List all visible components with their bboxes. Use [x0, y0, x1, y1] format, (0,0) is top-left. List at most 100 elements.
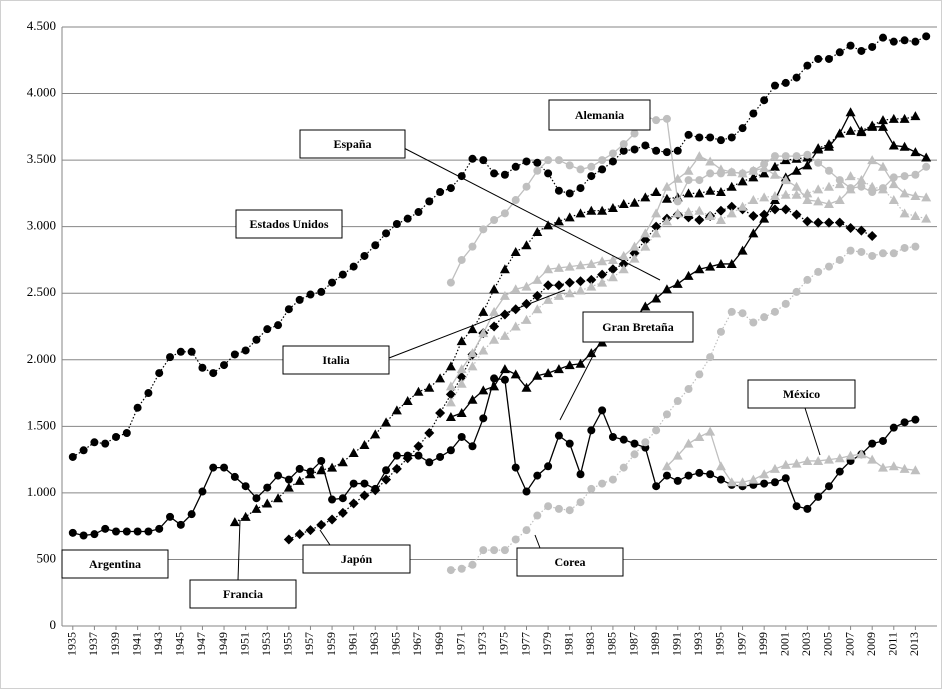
data-point	[349, 479, 358, 488]
data-point	[391, 463, 402, 474]
data-point	[813, 455, 824, 465]
data-point	[553, 290, 564, 300]
data-point	[662, 410, 671, 419]
data-point	[337, 457, 348, 467]
data-point	[823, 181, 834, 191]
data-point	[856, 127, 867, 137]
data-point	[166, 512, 175, 521]
data-point	[112, 432, 121, 441]
data-point	[618, 258, 629, 269]
data-point	[780, 175, 791, 185]
data-point	[802, 216, 813, 227]
data-point	[899, 113, 910, 123]
data-point	[598, 479, 607, 488]
data-point	[857, 182, 866, 191]
data-point	[327, 462, 338, 472]
series-label: Argentina	[89, 557, 141, 571]
data-point	[413, 386, 424, 396]
data-point	[532, 274, 543, 284]
data-point	[521, 314, 532, 324]
data-point	[640, 228, 651, 238]
data-point	[274, 321, 283, 330]
data-point	[769, 191, 780, 201]
data-point	[489, 334, 500, 344]
data-point	[791, 189, 802, 199]
data-point	[780, 204, 791, 215]
data-point	[328, 495, 337, 504]
data-point	[414, 451, 423, 460]
data-point	[877, 161, 888, 171]
data-point	[446, 566, 455, 575]
data-point	[122, 428, 131, 437]
x-tick-label: 1997	[734, 632, 748, 656]
label-box	[189, 579, 297, 609]
label-box	[747, 379, 856, 409]
data-point	[564, 277, 575, 288]
data-point	[554, 186, 563, 195]
data-point	[749, 109, 758, 118]
data-point	[705, 211, 716, 221]
data-point	[619, 435, 628, 444]
y-tick-label: 1.500	[27, 417, 56, 432]
x-tick-label: 1951	[237, 632, 251, 656]
data-point	[651, 187, 662, 197]
data-point	[230, 472, 239, 481]
data-point	[576, 470, 585, 479]
x-tick-label: 1963	[367, 632, 381, 656]
data-point	[856, 225, 867, 236]
data-point	[499, 290, 510, 300]
data-point	[694, 215, 705, 226]
data-point	[791, 181, 802, 191]
data-point	[802, 195, 813, 205]
data-point	[607, 203, 618, 213]
data-point	[803, 150, 812, 159]
data-point	[576, 184, 585, 193]
data-point	[532, 370, 543, 380]
data-point	[241, 482, 250, 491]
data-point	[586, 258, 597, 268]
data-point	[662, 471, 671, 480]
data-point	[889, 423, 898, 432]
data-point	[834, 179, 845, 189]
data-point	[446, 446, 455, 455]
data-point	[857, 247, 866, 256]
data-point	[683, 270, 694, 280]
data-point	[867, 155, 878, 165]
x-tick-label: 1965	[389, 632, 403, 656]
data-point	[283, 534, 294, 545]
data-point	[651, 293, 662, 303]
data-point	[759, 192, 770, 202]
data-point	[715, 258, 726, 268]
data-point	[705, 261, 716, 271]
data-point	[803, 61, 812, 70]
data-point	[510, 321, 521, 331]
data-point	[824, 262, 833, 271]
data-point	[823, 141, 834, 151]
data-point	[683, 165, 694, 175]
data-point	[306, 290, 315, 299]
data-point	[803, 504, 812, 513]
data-point	[457, 564, 466, 573]
data-point	[619, 146, 628, 155]
data-point	[543, 294, 554, 304]
data-point	[467, 394, 478, 404]
data-point	[780, 459, 791, 469]
data-point	[618, 199, 629, 209]
data-point	[510, 246, 521, 256]
data-point	[176, 520, 185, 529]
data-point	[457, 432, 466, 441]
data-point	[381, 474, 392, 485]
leader-line	[388, 289, 566, 359]
data-point	[468, 442, 477, 451]
data-point	[327, 514, 338, 525]
data-point	[371, 241, 380, 250]
data-point	[220, 361, 229, 370]
data-point	[672, 450, 683, 460]
data-point	[618, 250, 629, 260]
data-point	[500, 375, 509, 384]
label-box	[282, 345, 390, 375]
data-point	[651, 221, 662, 232]
data-point	[305, 469, 316, 479]
data-point	[834, 217, 845, 228]
data-point	[478, 345, 489, 355]
